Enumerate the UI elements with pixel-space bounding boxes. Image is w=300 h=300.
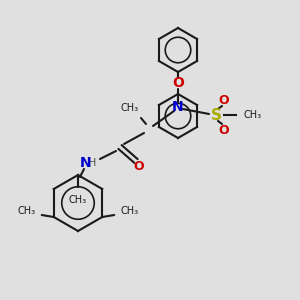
Text: CH₃: CH₃ bbox=[69, 195, 87, 205]
Text: O: O bbox=[219, 94, 229, 106]
Text: CH₃: CH₃ bbox=[18, 206, 36, 216]
Text: H: H bbox=[88, 158, 96, 168]
Text: CH₃: CH₃ bbox=[120, 206, 138, 216]
Text: N: N bbox=[80, 156, 92, 170]
Text: O: O bbox=[134, 160, 144, 173]
Text: O: O bbox=[219, 124, 229, 136]
Text: O: O bbox=[172, 76, 184, 90]
Text: N: N bbox=[172, 100, 184, 114]
Text: S: S bbox=[211, 107, 221, 122]
Text: CH₃: CH₃ bbox=[244, 110, 262, 120]
Text: CH₃: CH₃ bbox=[121, 103, 139, 113]
